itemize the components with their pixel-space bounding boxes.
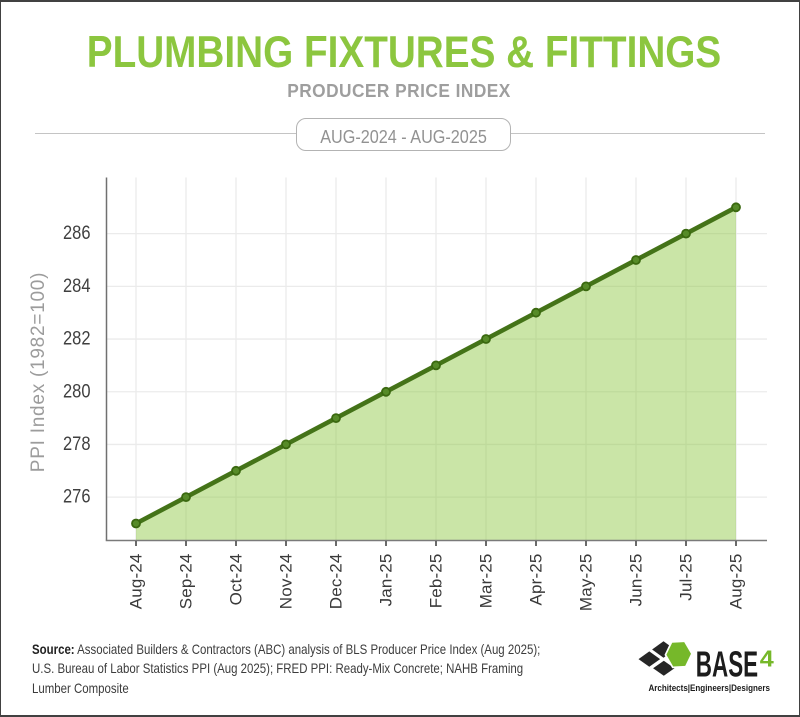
svg-text:Nov-24: Nov-24 [277,554,296,610]
svg-text:282: 282 [63,329,91,350]
svg-text:Apr-25: Apr-25 [527,554,546,606]
svg-text:May-25: May-25 [577,554,596,612]
svg-text:280: 280 [63,381,91,402]
svg-text:Jun-25: Jun-25 [627,554,646,607]
svg-text:BASE: BASE [696,645,758,685]
svg-text:278: 278 [63,434,91,455]
svg-text:286: 286 [63,223,91,244]
svg-text:Jul-25: Jul-25 [677,554,696,601]
svg-text:4: 4 [760,646,774,672]
svg-text:PPI Index (1982=100): PPI Index (1982=100) [28,272,49,472]
svg-text:Aug-25: Aug-25 [727,554,746,610]
svg-text:276: 276 [63,487,91,508]
svg-text:Dec-24: Dec-24 [327,554,346,610]
svg-text:Mar-25: Mar-25 [477,554,496,609]
svg-text:Architects|Engineers|Designers: Architects|Engineers|Designers [649,682,771,693]
svg-text:Oct-24: Oct-24 [227,554,246,606]
svg-text:Jan-25: Jan-25 [377,554,396,607]
svg-text:284: 284 [63,276,91,297]
svg-text:Sep-24: Sep-24 [177,554,196,610]
svg-text:Aug-24: Aug-24 [127,554,146,610]
svg-text:Feb-25: Feb-25 [427,554,446,609]
